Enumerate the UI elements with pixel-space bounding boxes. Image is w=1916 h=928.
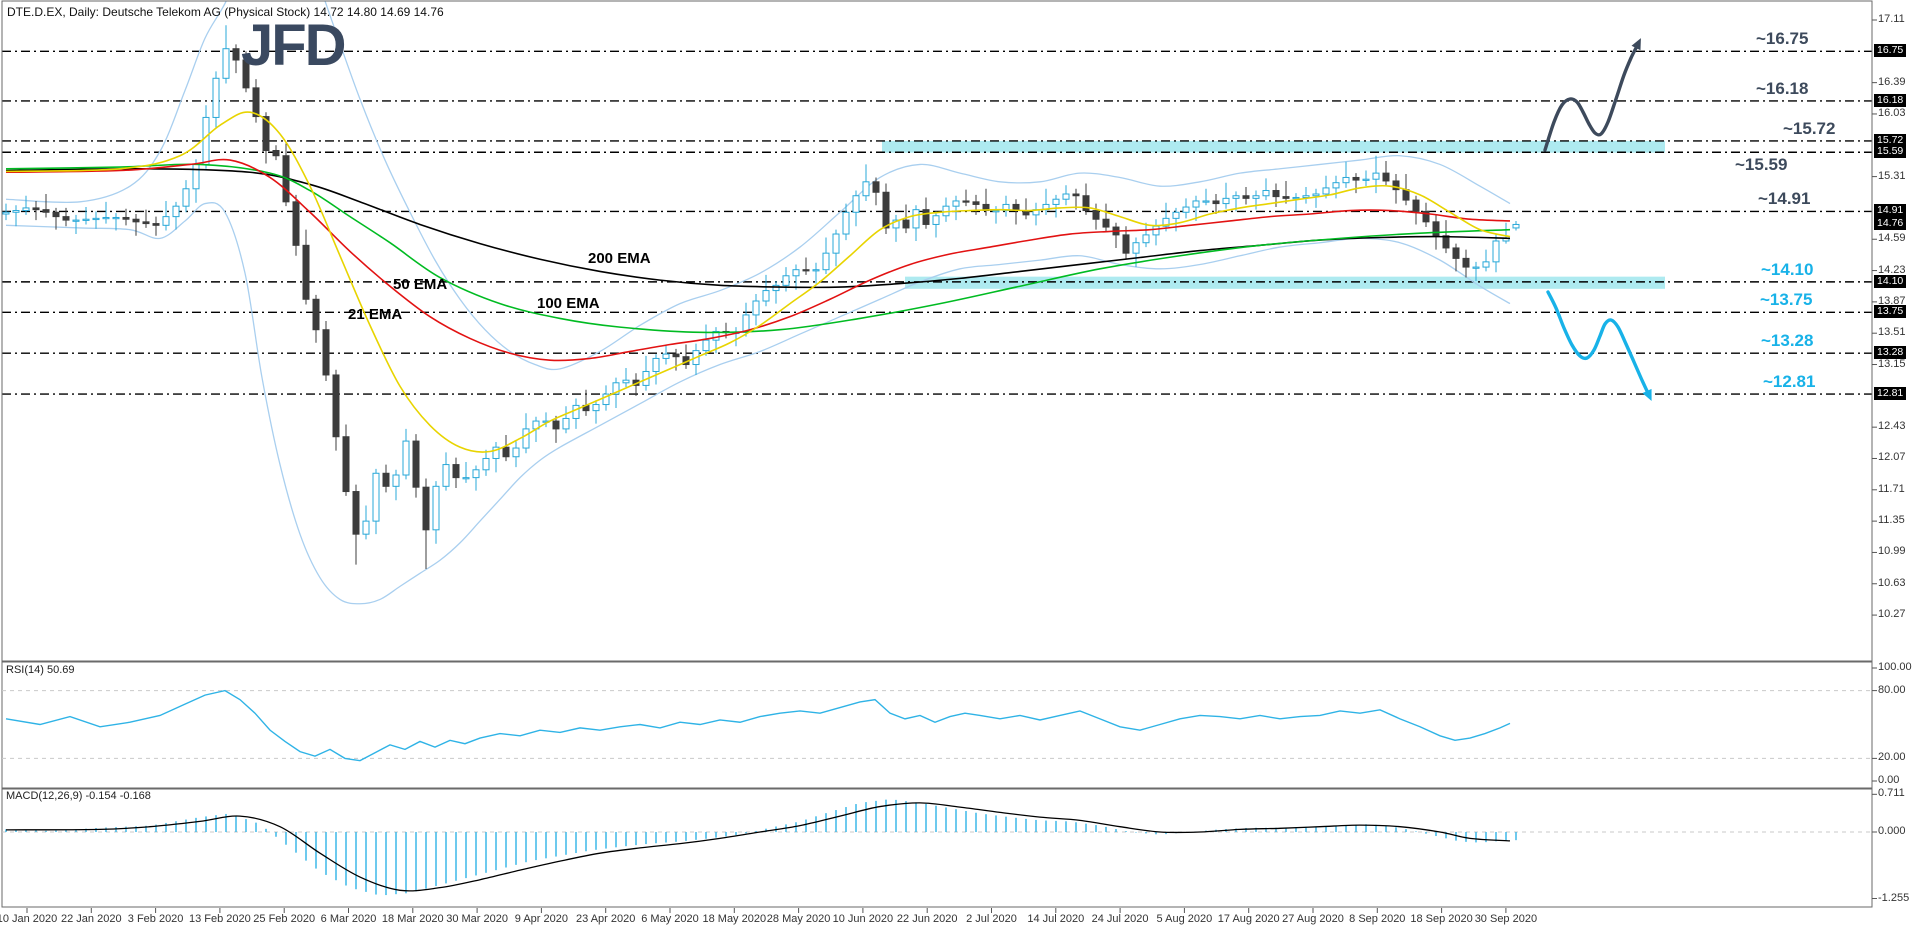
level-label: ~13.75 [1760, 290, 1813, 310]
date-label: 5 Aug 2020 [1156, 913, 1213, 925]
price-level-badge: 14.10 [1874, 274, 1907, 288]
date-label: 13 Feb 2020 [189, 913, 251, 925]
candlesticks [2, 25, 1520, 569]
ema-200-label: 200 EMA [588, 250, 651, 267]
date-label: 6 Mar 2020 [320, 913, 377, 925]
rsi-pane-border[interactable] [1, 661, 1873, 789]
macd-histogram [5, 799, 1517, 896]
ema-50-label: 50 EMA [393, 276, 448, 293]
price-tick-label: 16.03 [1878, 106, 1906, 119]
date-label: 9 Apr 2020 [514, 913, 568, 925]
price-level-badge: 15.59 [1874, 145, 1907, 159]
ema-line-50 [5, 158, 1511, 362]
price-tick-label: 10.27 [1878, 608, 1906, 621]
sr-zone [905, 276, 1665, 289]
date-label: 23 Apr 2020 [576, 913, 636, 925]
price-tick-label: 14.59 [1878, 232, 1906, 245]
price-level-badge: 14.91 [1874, 204, 1907, 218]
level-label: ~14.10 [1761, 259, 1814, 279]
price-tick-label: 14.23 [1878, 263, 1906, 276]
bollinger-upper-line [5, 1, 1511, 371]
date-label: 25 Feb 2020 [253, 913, 316, 925]
price-level-badge: 13.28 [1874, 346, 1907, 360]
level-label: ~12.81 [1763, 372, 1816, 392]
date-label: 8 Sep 2020 [1349, 913, 1406, 925]
sr-zone [882, 140, 1665, 153]
ema-line-100 [5, 163, 1511, 334]
bullish-projection-arrow [1543, 46, 1638, 152]
macd-signal-line [5, 802, 1511, 892]
date-label: 22 Jun 2020 [896, 913, 958, 925]
price-level-badge: 16.18 [1874, 93, 1907, 107]
rsi-line [5, 689, 1511, 762]
price-level-badge: 14.76 [1874, 217, 1907, 231]
bearish-projection-arrow-head [1642, 388, 1652, 401]
price-tick-label: 10.63 [1878, 576, 1906, 589]
ema-21-label: 21 EMA [348, 306, 403, 323]
date-label: 10 Jan 2020 [0, 913, 58, 925]
rsi-indicator-label: RSI(14) 50.69 [6, 664, 75, 676]
date-label: 10 Jun 2020 [832, 913, 894, 925]
rsi-tick-label: 20.00 [1878, 751, 1906, 764]
price-level-badge: 13.75 [1874, 305, 1907, 319]
date-label: 22 Jan 2020 [61, 913, 122, 925]
price-tick-label: 12.07 [1878, 451, 1906, 464]
date-label: 14 Jul 2020 [1027, 913, 1085, 925]
rsi-tick-label: 80.00 [1878, 683, 1906, 696]
price-tick-label: 13.87 [1878, 294, 1906, 307]
macd-tick-label: 0.711 [1878, 787, 1905, 800]
price-tick-label: 13.15 [1878, 357, 1906, 370]
price-level-badge: 12.81 [1874, 387, 1907, 401]
macd-tick-label: 0.000 [1878, 825, 1906, 837]
date-label: 17 Aug 2020 [1217, 913, 1280, 925]
macd-tick-label: -1.255 [1878, 891, 1910, 904]
date-label: 27 Aug 2020 [1282, 913, 1344, 925]
rsi-tick-label: 100.00 [1878, 661, 1912, 673]
ema-line-21 [5, 111, 1511, 453]
price-tick-label: 17.11 [1878, 13, 1905, 25]
price-tick-label: 11.71 [1878, 482, 1905, 495]
rsi-tick-label: 0.00 [1878, 774, 1900, 786]
bullish-projection-arrow-head [1631, 38, 1641, 51]
jfd-logo: JFD [241, 13, 347, 78]
date-label: 18 Mar 2020 [381, 913, 444, 925]
date-label: 6 May 2020 [641, 913, 699, 925]
price-tick-label: 16.39 [1878, 75, 1906, 88]
date-label: 30 Mar 2020 [446, 913, 508, 925]
price-tick-label: 10.99 [1878, 545, 1906, 558]
level-label: ~14.91 [1758, 189, 1811, 209]
main-pane-border [1, 0, 1873, 662]
level-label: ~16.18 [1756, 78, 1809, 98]
date-label: 18 May 2020 [702, 913, 767, 925]
level-label: ~16.75 [1756, 29, 1809, 49]
price-level-badge: 15.72 [1874, 133, 1907, 147]
date-label: 3 Feb 2020 [127, 913, 184, 925]
price-level-badge: 16.75 [1874, 44, 1907, 58]
date-label: 30 Sep 2020 [1474, 913, 1538, 925]
level-label: ~15.59 [1735, 155, 1788, 175]
date-label: 18 Sep 2020 [1410, 913, 1473, 925]
macd-indicator-label: MACD(12,26,9) -0.154 -0.168 [6, 790, 151, 802]
price-tick-label: 11.35 [1878, 514, 1905, 527]
chart-title: DTE.D.EX, Daily: Deutsche Telekom AG (Ph… [7, 5, 444, 19]
price-tick-label: 15.31 [1878, 169, 1906, 182]
date-label: 24 Jul 2020 [1091, 913, 1149, 925]
macd-pane-border[interactable] [1, 788, 1873, 908]
level-label: ~15.72 [1783, 118, 1836, 138]
date-label: 28 May 2020 [766, 913, 831, 925]
level-label: ~13.28 [1761, 331, 1814, 351]
ema-100-label: 100 EMA [537, 295, 600, 312]
main-pane[interactable] [2, 0, 1872, 605]
bearish-projection-arrow [1546, 290, 1649, 393]
price-tick-label: 13.51 [1878, 326, 1906, 339]
date-label: 2 Jul 2020 [966, 913, 1017, 925]
price-tick-label: 12.43 [1878, 420, 1906, 433]
bollinger-lower-line [5, 201, 1511, 605]
